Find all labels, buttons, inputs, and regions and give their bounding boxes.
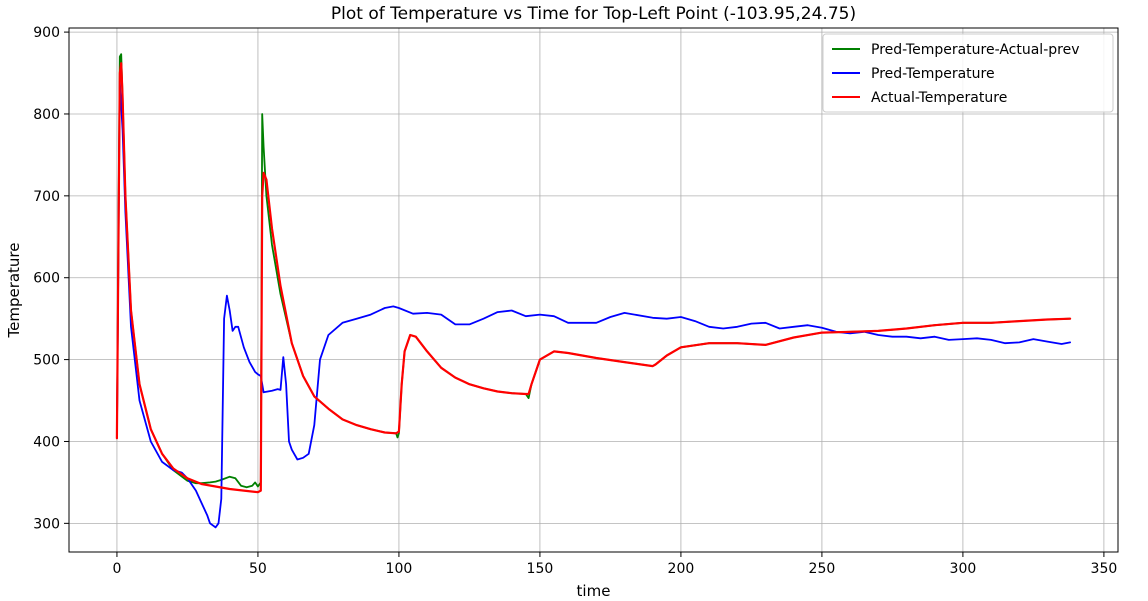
x-tick-label: 200 bbox=[668, 561, 695, 577]
series-line-pred-temperature bbox=[116, 80, 1071, 529]
x-tick-label: 50 bbox=[249, 561, 267, 577]
axis-ticks: 0 50 100 150 200 250 300 350 300 400 500 600 700 800 9… bbox=[33, 25, 1117, 577]
x-axis-label: time bbox=[577, 582, 611, 600]
x-tick-label: 0 bbox=[112, 561, 121, 577]
x-tick-label: 250 bbox=[809, 561, 836, 577]
x-tick-label: 150 bbox=[527, 561, 554, 577]
y-tick-label: 400 bbox=[33, 434, 60, 450]
series-line-actual-temperature bbox=[115, 62, 1072, 494]
y-tick-label: 700 bbox=[33, 189, 60, 205]
x-tick-label: 300 bbox=[950, 561, 977, 577]
x-tick-label: 100 bbox=[386, 561, 413, 577]
legend-entry: Pred-Temperature bbox=[871, 66, 995, 82]
y-axis-label: Temperature bbox=[5, 242, 23, 338]
y-tick-label: 800 bbox=[33, 107, 60, 123]
legend-entry: Actual-Temperature bbox=[871, 90, 1007, 106]
chart-title: Plot of Temperature vs Time for Top-Left… bbox=[331, 4, 856, 24]
legend-box bbox=[822, 33, 1114, 113]
series-lines bbox=[115, 53, 1072, 529]
legend-entry: Pred-Temperature-Actual-prev bbox=[871, 42, 1079, 58]
y-tick-label: 900 bbox=[33, 25, 60, 41]
y-tick-label: 500 bbox=[33, 353, 60, 369]
legend: Pred-Temperature-Actual-prev Pred-Tempera… bbox=[822, 33, 1114, 113]
plot-area-frame bbox=[68, 27, 1119, 553]
grid-lines bbox=[69, 28, 1118, 552]
x-tick-label: 350 bbox=[1091, 561, 1118, 577]
y-tick-label: 300 bbox=[33, 516, 60, 532]
y-tick-label: 600 bbox=[33, 271, 60, 287]
